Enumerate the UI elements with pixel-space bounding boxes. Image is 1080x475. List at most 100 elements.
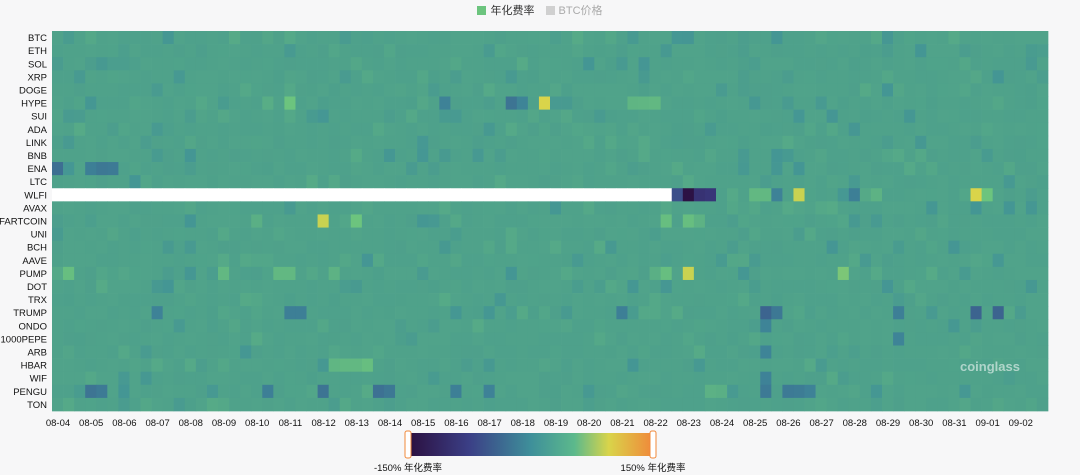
heatmap-cell[interactable] [295, 57, 307, 71]
heatmap-cell[interactable] [240, 266, 252, 281]
heatmap-cell[interactable] [129, 240, 141, 255]
heatmap-cell[interactable] [616, 240, 628, 255]
heatmap-cell[interactable] [151, 293, 164, 307]
heatmap-cell[interactable] [74, 345, 86, 359]
heatmap-cell[interactable] [173, 345, 186, 359]
heatmap-cell[interactable] [926, 44, 938, 58]
heatmap-cell[interactable] [52, 201, 64, 215]
heatmap-cell[interactable] [361, 201, 374, 215]
heatmap-cell[interactable] [837, 44, 850, 58]
heatmap-cell[interactable] [727, 109, 739, 124]
heatmap-cell[interactable] [671, 306, 684, 320]
heatmap-cell[interactable] [638, 293, 650, 307]
heatmap-cell[interactable] [107, 227, 119, 241]
heatmap-cell[interactable] [74, 109, 86, 124]
heatmap-cell[interactable] [538, 371, 551, 386]
heatmap-cell[interactable] [229, 345, 241, 359]
heatmap-cell[interactable] [782, 293, 794, 307]
heatmap-cell[interactable] [184, 358, 197, 373]
heatmap-cell[interactable] [428, 122, 440, 137]
heatmap-cell[interactable] [273, 345, 285, 359]
heatmap-cell[interactable] [959, 240, 971, 255]
heatmap-cell[interactable] [981, 279, 994, 294]
heatmap-cell[interactable] [848, 83, 861, 97]
heatmap-cell[interactable] [837, 162, 850, 176]
heatmap-cell[interactable] [107, 293, 119, 307]
heatmap-cell[interactable] [472, 44, 484, 58]
heatmap-cell[interactable] [417, 148, 429, 163]
heatmap-cell[interactable] [240, 384, 252, 399]
heatmap-cell[interactable] [151, 253, 164, 268]
heatmap-cell[interactable] [605, 162, 617, 176]
heatmap-cell[interactable] [716, 358, 728, 373]
heatmap-cell[interactable] [173, 293, 186, 307]
heatmap-cell[interactable] [372, 214, 385, 228]
heatmap-cell[interactable] [406, 44, 418, 58]
heatmap-cell[interactable] [516, 384, 529, 399]
heatmap-cell[interactable] [96, 240, 108, 255]
heatmap-cell[interactable] [516, 44, 529, 58]
heatmap-cell[interactable] [970, 175, 982, 189]
heatmap-cell[interactable] [350, 293, 363, 307]
heatmap-cell[interactable] [372, 135, 385, 150]
heatmap-cell[interactable] [1036, 240, 1049, 255]
heatmap-cell[interactable] [948, 253, 960, 268]
heatmap-cell[interactable] [660, 266, 673, 281]
heatmap-cell[interactable] [1025, 214, 1038, 228]
heatmap-cell[interactable] [616, 214, 628, 228]
colorbar-max-handle[interactable] [649, 430, 657, 459]
heatmap-cell[interactable] [561, 175, 573, 189]
heatmap-cell[interactable] [350, 70, 363, 84]
heatmap-cell[interactable] [782, 358, 794, 373]
heatmap-cell[interactable] [339, 306, 352, 320]
heatmap-cell[interactable] [52, 384, 64, 399]
heatmap-cell[interactable] [981, 31, 994, 45]
heatmap-cell[interactable] [782, 109, 794, 124]
heatmap-cell[interactable] [771, 57, 783, 71]
heatmap-cell[interactable] [915, 83, 927, 97]
heatmap-cell[interactable] [904, 148, 916, 163]
heatmap-cell[interactable] [218, 358, 230, 373]
heatmap-cell[interactable] [904, 188, 916, 202]
heatmap-cell[interactable] [439, 306, 451, 320]
heatmap-cell[interactable] [406, 371, 418, 386]
heatmap-cell[interactable] [361, 135, 374, 150]
heatmap-cell[interactable] [970, 201, 982, 215]
heatmap-cell[interactable] [948, 96, 960, 110]
heatmap-cell[interactable] [660, 57, 673, 71]
heatmap-cell[interactable] [981, 135, 994, 150]
heatmap-cell[interactable] [85, 135, 97, 150]
heatmap-cell[interactable] [671, 332, 684, 346]
heatmap-cell[interactable] [206, 397, 219, 412]
heatmap-cell[interactable] [605, 279, 617, 294]
heatmap-cell[interactable] [384, 371, 396, 386]
heatmap-cell[interactable] [804, 227, 816, 241]
heatmap-cell[interactable] [328, 332, 341, 346]
heatmap-cell[interactable] [704, 175, 717, 189]
heatmap-cell[interactable] [693, 188, 706, 202]
heatmap-cell[interactable] [704, 109, 717, 124]
heatmap-cell[interactable] [981, 306, 994, 320]
heatmap-cell[interactable] [229, 279, 241, 294]
heatmap-cell[interactable] [107, 135, 119, 150]
heatmap-cell[interactable] [948, 188, 960, 202]
heatmap-cell[interactable] [793, 162, 805, 176]
heatmap-cell[interactable] [184, 31, 197, 45]
heatmap-cell[interactable] [339, 57, 352, 71]
heatmap-cell[interactable] [505, 135, 518, 150]
heatmap-cell[interactable] [195, 201, 208, 215]
heatmap-cell[interactable] [85, 397, 97, 412]
heatmap-cell[interactable] [981, 345, 994, 359]
heatmap-cell[interactable] [472, 332, 484, 346]
heatmap-cell[interactable] [195, 44, 208, 58]
heatmap-cell[interactable] [295, 175, 307, 189]
heatmap-cell[interactable] [173, 122, 186, 137]
heatmap-cell[interactable] [483, 371, 496, 386]
heatmap-cell[interactable] [859, 109, 872, 124]
heatmap-cell[interactable] [151, 83, 164, 97]
heatmap-cell[interactable] [494, 83, 507, 97]
heatmap-cell[interactable] [140, 109, 152, 124]
heatmap-cell[interactable] [583, 148, 595, 163]
heatmap-cell[interactable] [273, 306, 285, 320]
heatmap-cell[interactable] [461, 201, 473, 215]
